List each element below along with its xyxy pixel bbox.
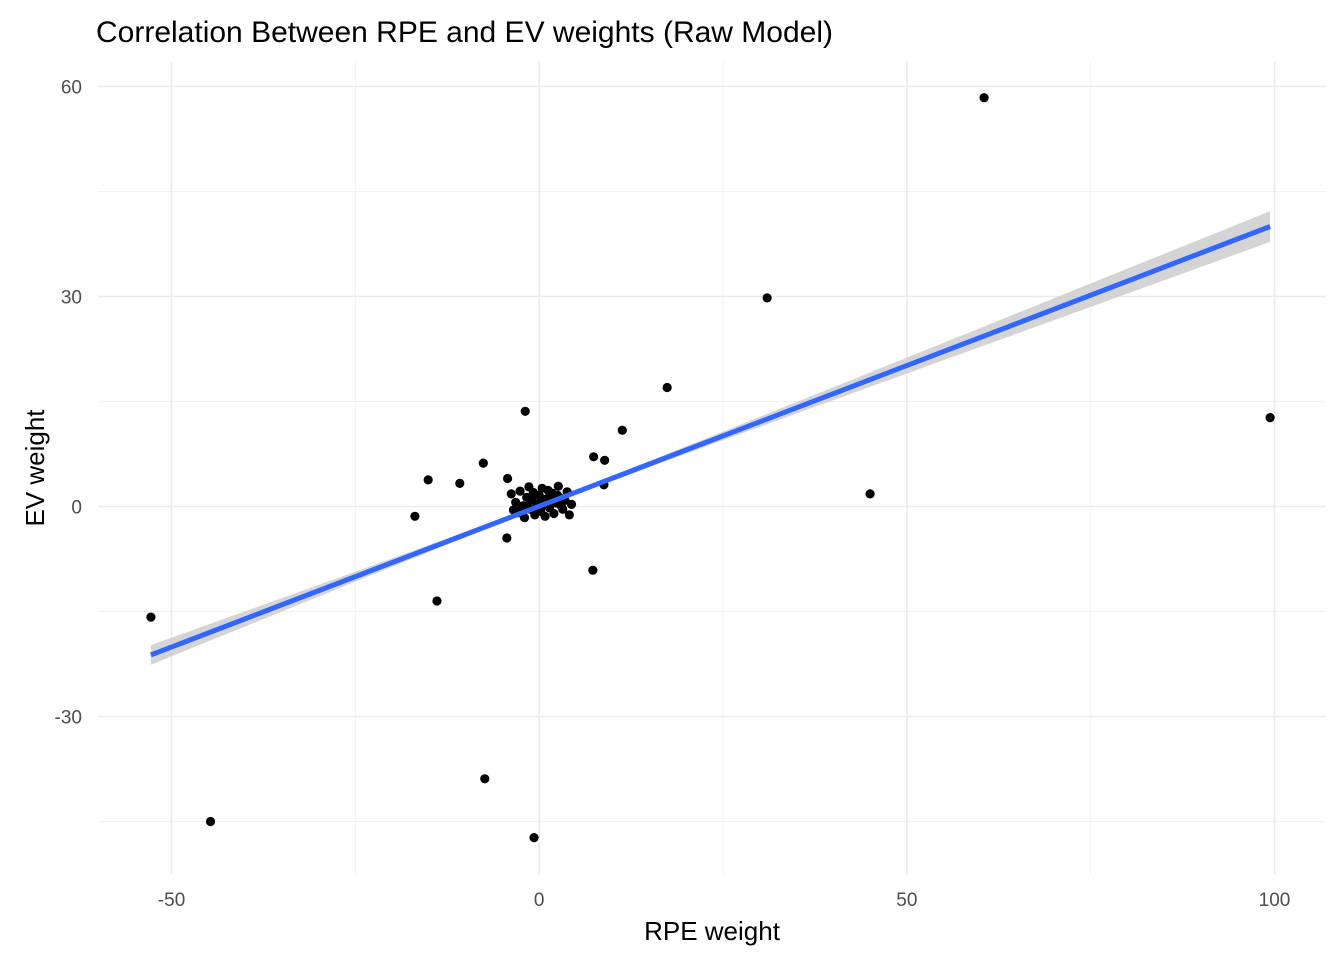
data-point <box>506 489 516 499</box>
data-point <box>662 382 672 393</box>
confidence-band-layer <box>150 211 1271 665</box>
data-point <box>549 508 559 519</box>
x-tick-label: 100 <box>1259 890 1291 911</box>
data-point <box>511 497 521 507</box>
data-point <box>508 505 519 515</box>
y-tick-label: -30 <box>55 708 82 729</box>
data-point <box>432 596 442 606</box>
data-point <box>600 455 610 465</box>
x-axis-ticks: -50 0 50 100 <box>158 890 1291 911</box>
fit-line <box>150 224 1272 658</box>
x-axis-title: RPE weight <box>644 916 781 946</box>
major-gridlines <box>98 62 1326 874</box>
data-point <box>423 475 433 485</box>
data-point <box>556 501 566 511</box>
minor-gridlines <box>98 62 1326 874</box>
data-point <box>480 774 490 784</box>
data-point <box>146 612 156 622</box>
data-point <box>515 486 525 496</box>
x-tick-label: 50 <box>896 890 917 911</box>
y-tick-label: 0 <box>71 498 82 519</box>
x-tick-label: 0 <box>534 890 545 911</box>
data-point <box>1265 413 1275 423</box>
chart-title: Correlation Between RPE and EV weights (… <box>96 16 833 49</box>
data-point <box>529 833 539 843</box>
data-point <box>205 816 216 827</box>
data-point <box>410 511 420 521</box>
y-tick-label: 60 <box>61 78 82 99</box>
confidence-band <box>150 211 1271 665</box>
data-point <box>588 565 598 575</box>
data-point <box>553 481 563 491</box>
data-point <box>566 499 577 509</box>
data-point <box>540 511 550 521</box>
data-point <box>979 93 989 103</box>
data-point <box>617 425 627 435</box>
data-point <box>502 473 513 484</box>
fit-line-layer <box>150 224 1272 658</box>
data-point <box>478 458 488 468</box>
data-point <box>564 510 574 520</box>
data-points <box>146 93 1275 843</box>
data-point <box>455 478 465 488</box>
data-point <box>762 293 772 303</box>
y-axis-ticks: -30 0 30 60 <box>55 78 82 729</box>
x-tick-label: -50 <box>158 890 185 911</box>
data-point <box>502 533 512 543</box>
y-tick-label: 30 <box>61 288 82 309</box>
data-point <box>589 452 599 462</box>
y-axis-title: EV weight <box>20 409 50 527</box>
data-point <box>520 406 530 416</box>
data-point <box>865 489 875 499</box>
